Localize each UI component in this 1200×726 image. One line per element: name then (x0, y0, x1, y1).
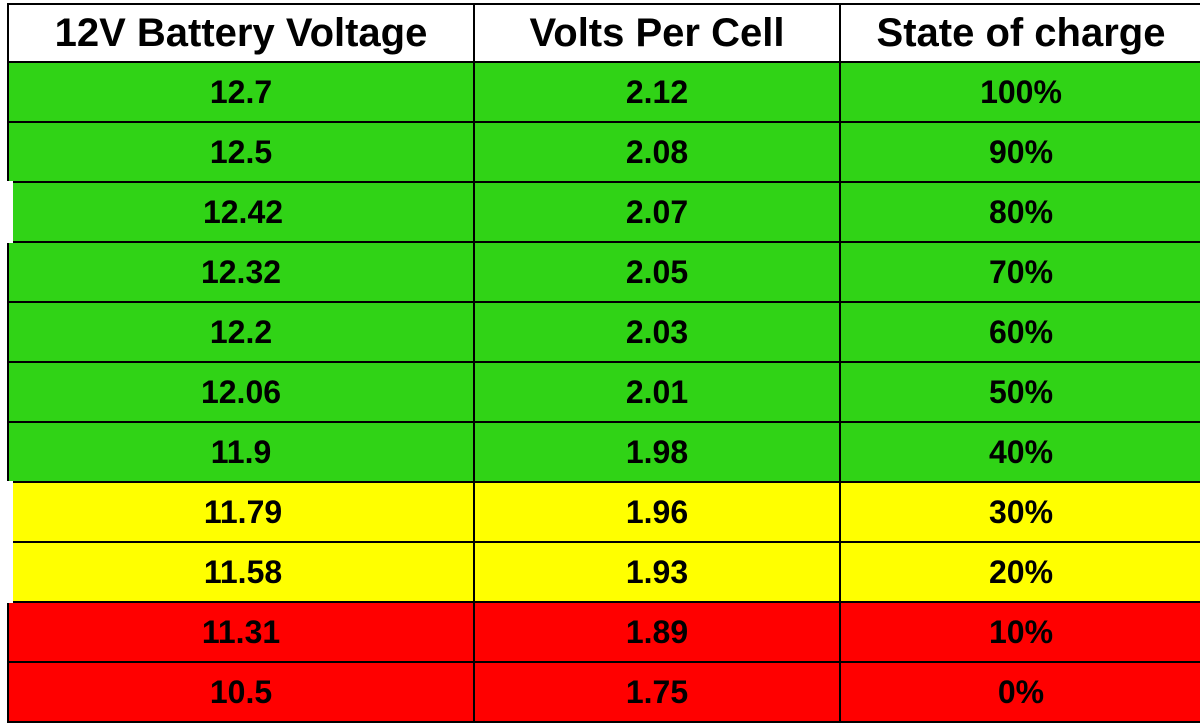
cell-soc: 80% (840, 182, 1200, 242)
cell-soc: 90% (840, 122, 1200, 182)
cell-voltage: 12.5 (8, 122, 474, 182)
cell-vpc: 1.93 (474, 542, 840, 602)
table-row: 12.52.0890% (8, 122, 1200, 182)
cell-voltage: 10.5 (8, 662, 474, 722)
cell-voltage: 12.32 (8, 242, 474, 302)
cell-voltage: 11.58 (8, 542, 474, 602)
cell-soc: 20% (840, 542, 1200, 602)
cell-vpc: 1.75 (474, 662, 840, 722)
cell-voltage: 12.42 (8, 182, 474, 242)
cell-vpc: 2.08 (474, 122, 840, 182)
cell-vpc: 1.96 (474, 482, 840, 542)
table-row: 10.51.750% (8, 662, 1200, 722)
cell-vpc: 1.89 (474, 602, 840, 662)
cell-voltage: 11.79 (8, 482, 474, 542)
col-header-vpc: Volts Per Cell (474, 4, 840, 62)
table-row: 11.791.9630% (8, 482, 1200, 542)
table-row: 12.322.0570% (8, 242, 1200, 302)
cell-voltage: 11.9 (8, 422, 474, 482)
cell-vpc: 2.03 (474, 302, 840, 362)
cell-soc: 70% (840, 242, 1200, 302)
cell-voltage: 12.06 (8, 362, 474, 422)
cell-soc: 0% (840, 662, 1200, 722)
cell-soc: 50% (840, 362, 1200, 422)
cell-soc: 60% (840, 302, 1200, 362)
col-header-soc: State of charge (840, 4, 1200, 62)
col-header-voltage: 12V Battery Voltage (8, 4, 474, 62)
cell-voltage: 11.31 (8, 602, 474, 662)
cell-voltage: 12.7 (8, 62, 474, 122)
table-row: 11.581.9320% (8, 542, 1200, 602)
table-row: 12.422.0780% (8, 182, 1200, 242)
cell-vpc: 1.98 (474, 422, 840, 482)
cell-vpc: 2.12 (474, 62, 840, 122)
cell-voltage: 12.2 (8, 302, 474, 362)
battery-voltage-table: 12V Battery Voltage Volts Per Cell State… (3, 3, 1200, 723)
table-row: 11.311.8910% (8, 602, 1200, 662)
cell-vpc: 2.01 (474, 362, 840, 422)
cell-soc: 40% (840, 422, 1200, 482)
cell-vpc: 2.07 (474, 182, 840, 242)
cell-soc: 100% (840, 62, 1200, 122)
table-row: 11.91.9840% (8, 422, 1200, 482)
table-row: 12.062.0150% (8, 362, 1200, 422)
table-header-row: 12V Battery Voltage Volts Per Cell State… (8, 4, 1200, 62)
table-row: 12.22.0360% (8, 302, 1200, 362)
cell-soc: 30% (840, 482, 1200, 542)
cell-vpc: 2.05 (474, 242, 840, 302)
table-row: 12.72.12100% (8, 62, 1200, 122)
cell-soc: 10% (840, 602, 1200, 662)
table-body: 12.72.12100%12.52.0890%12.422.0780%12.32… (8, 62, 1200, 722)
